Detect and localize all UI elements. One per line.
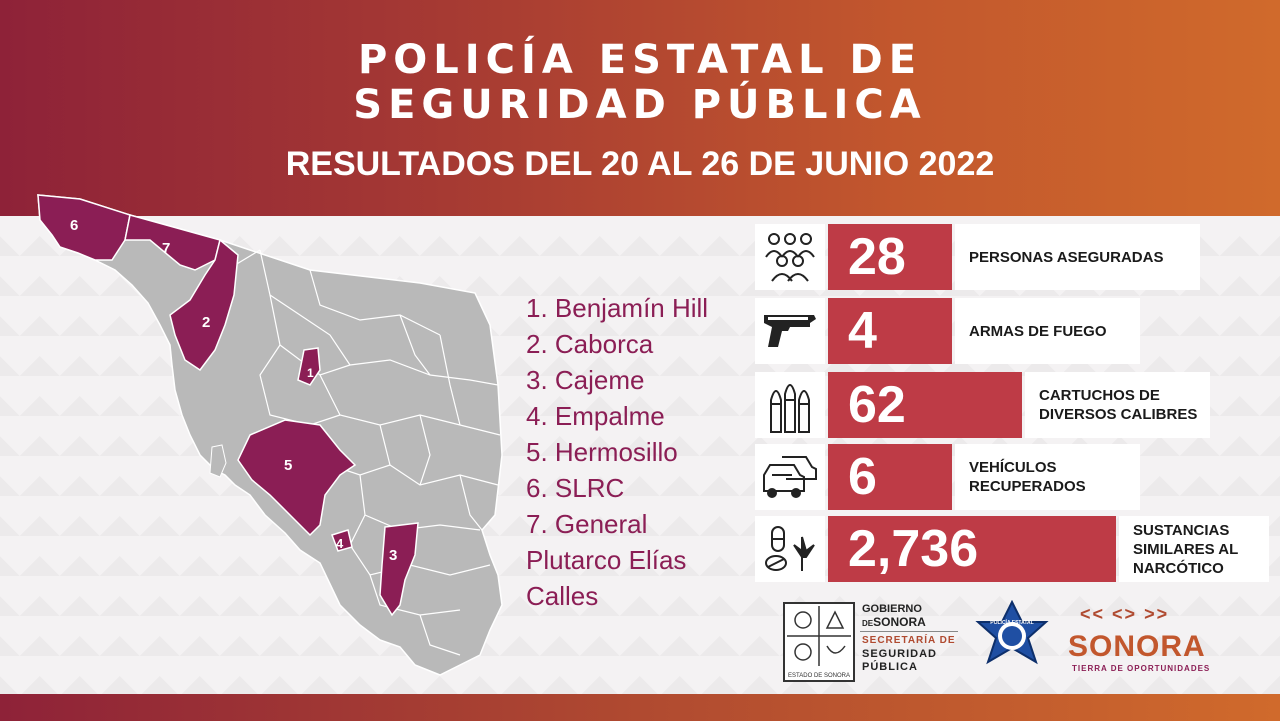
gov-divider (860, 631, 958, 632)
gov-line2-small: DE (862, 619, 874, 628)
brand-tagline: TIERRA DE OPORTUNIDADES (1072, 664, 1211, 673)
gun-icon (755, 298, 825, 364)
police-badge-logo: POLICÍA ESTATAL (972, 599, 1052, 684)
stat-bar: 62 (828, 372, 1022, 438)
gov-sonora-logo: GOBIERNO DESONORA SECRETARÍA DE SEGURIDA… (860, 603, 960, 683)
region-2-caborca (169, 238, 239, 372)
pattern-glyph: >> (1144, 604, 1170, 624)
stat-label-line: SIMILARES AL (1133, 540, 1239, 558)
page-subtitle: RESULTADOS DEL 20 AL 26 DE JUNIO 2022 (285, 145, 995, 183)
footer-bar (0, 694, 1280, 721)
stat-row-cartridges: 62 CARTUCHOS DE DIVERSOS CALIBRES (755, 372, 1215, 438)
sonora-map: 6 7 2 1 5 4 3 (37, 194, 503, 676)
gov-line1: GOBIERNO (862, 603, 922, 615)
region-6-slrc (37, 194, 131, 261)
legend-item: 2. Caborca (526, 329, 654, 359)
legend-item: 7. General (526, 509, 648, 539)
page-title-line2: SEGURIDAD PÚBLICA (353, 82, 927, 128)
stat-label: SUSTANCIAS SIMILARES AL NARCÓTICO (1119, 516, 1269, 582)
legend-item: Calles (526, 581, 599, 611)
stat-bar: 6 (828, 444, 952, 510)
pattern-glyph: <> (1112, 604, 1138, 624)
map-label-1: 1 (307, 366, 314, 380)
stat-row-weapons: 4 ARMAS DE FUEGO (755, 298, 1145, 364)
region-4-empalme (331, 529, 353, 552)
region-3-cajeme (379, 522, 419, 617)
stat-label-line: SUSTANCIAS (1133, 521, 1230, 539)
header-banner: POLICÍA ESTATAL DE SEGURIDAD PÚBLICA RES… (0, 0, 1280, 216)
sec-line2: SEGURIDAD (862, 648, 938, 660)
stat-label-line: CARTUCHOS DE (1039, 387, 1160, 404)
stat-bar: 4 (828, 298, 952, 364)
sec-line1: SECRETARÍA DE (862, 635, 956, 646)
stat-label: CARTUCHOS DE DIVERSOS CALIBRES (1025, 372, 1210, 438)
stat-label-line: RECUPERADOS (969, 478, 1086, 495)
bullets-icon (755, 372, 825, 438)
municipality-legend: 1. Benjamín Hill 2. Caborca 3. Cajeme 4.… (526, 290, 756, 614)
gov-line2: SONORA (873, 615, 926, 629)
sec-line3: PÚBLICA (862, 661, 918, 673)
legend-item: Plutarco Elías (526, 545, 687, 575)
cars-icon (755, 444, 825, 510)
legend-item: 5. Hermosillo (526, 437, 678, 467)
brand-name: SONORA (1068, 630, 1206, 663)
sonora-brand-logo: << <> >> SONORA TIERRA DE OPORTUNIDADES (1068, 602, 1218, 682)
map-label-3: 3 (389, 547, 397, 564)
stat-label: VEHÍCULOS RECUPERADOS (955, 444, 1140, 510)
stat-label-line: VEHÍCULOS (969, 459, 1057, 476)
map-label-4: 4 (336, 536, 344, 551)
gov-line2-row: DESONORA (862, 615, 926, 629)
page-title-line1: POLICÍA ESTATAL DE (357, 37, 923, 83)
stat-label-line: NARCÓTICO (1133, 559, 1224, 577)
stat-bar: 28 (828, 224, 952, 290)
stat-label: ARMAS DE FUEGO (955, 298, 1140, 364)
people-icon (755, 224, 825, 290)
region-1-benjamin-hill (297, 347, 321, 386)
stat-bar: 2,736 (828, 516, 1116, 582)
stat-label: PERSONAS ASEGURADAS (955, 224, 1200, 290)
map-label-2: 2 (202, 314, 210, 331)
island-tiburon (209, 444, 227, 478)
seal-caption: ESTADO DE SONORA (788, 673, 850, 679)
drugs-icon (755, 516, 825, 582)
stat-row-substances: 2,736 SUSTANCIAS SIMILARES AL NARCÓTICO (755, 516, 1270, 582)
map-label-5: 5 (284, 457, 292, 474)
stat-label-line: ARMAS DE FUEGO (969, 322, 1107, 340)
municipal-borders (219, 239, 501, 656)
state-seal-logo: ESTADO DE SONORA (783, 602, 855, 682)
stat-label-line: PERSONAS ASEGURADAS (969, 248, 1164, 266)
legend-item: 4. Empalme (526, 401, 665, 431)
legend-item: 6. SLRC (526, 473, 625, 503)
stat-row-vehicles: 6 VEHÍCULOS RECUPERADOS (755, 444, 1145, 510)
badge-text: POLICÍA ESTATAL (990, 620, 1034, 626)
pattern-glyph: << (1080, 604, 1106, 624)
legend-item: 3. Cajeme (526, 365, 645, 395)
map-label-6: 6 (70, 217, 78, 234)
brand-pattern: << <> >> (1080, 604, 1206, 626)
region-5-hermosillo (237, 419, 357, 537)
legend-item: 1. Benjamín Hill (526, 293, 709, 323)
stat-row-persons: 28 PERSONAS ASEGURADAS (755, 224, 1205, 290)
stat-label-line: DIVERSOS CALIBRES (1039, 406, 1198, 423)
map-label-7: 7 (162, 240, 170, 257)
